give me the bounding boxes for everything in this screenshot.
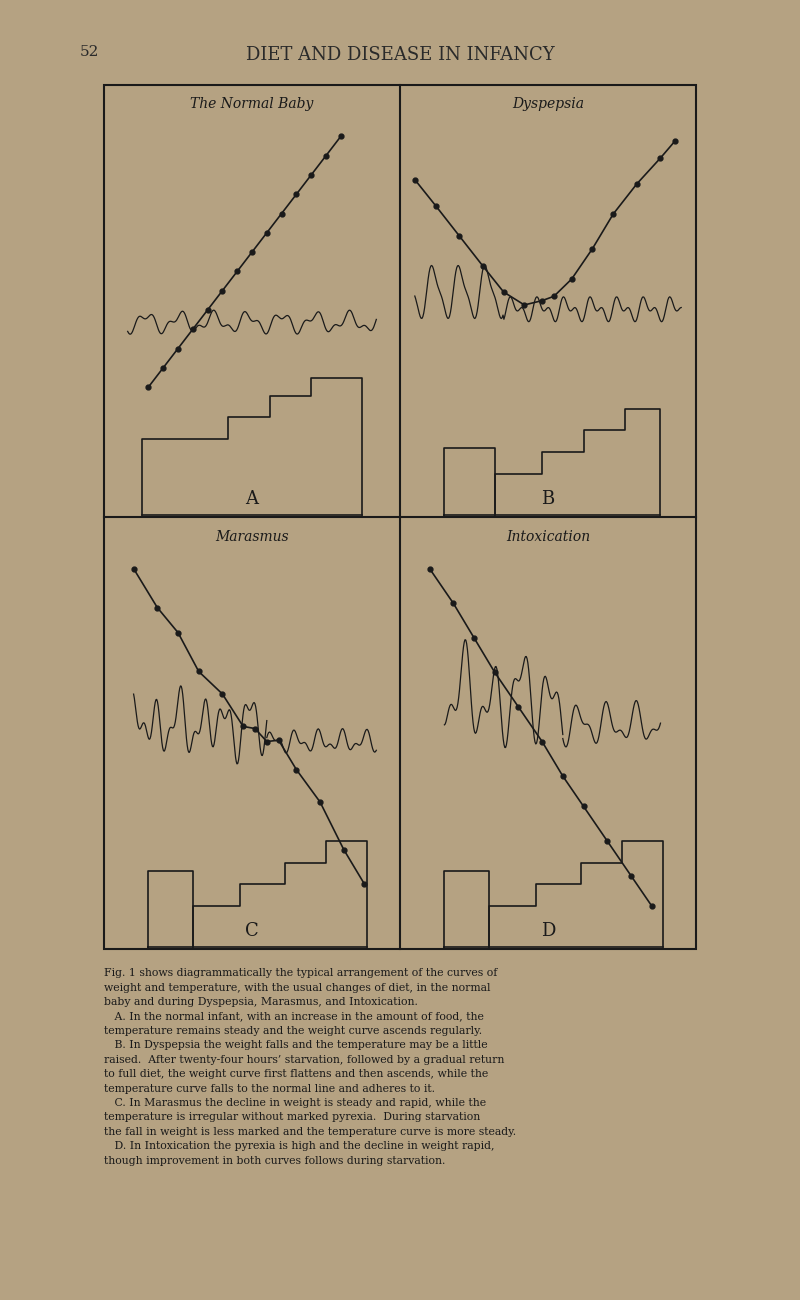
- Text: Intoxication: Intoxication: [506, 529, 590, 543]
- Text: B: B: [542, 490, 554, 508]
- Text: The Normal Baby: The Normal Baby: [190, 98, 314, 112]
- Text: 52: 52: [80, 46, 99, 60]
- Text: DIET AND DISEASE IN INFANCY: DIET AND DISEASE IN INFANCY: [246, 46, 554, 64]
- Text: D: D: [541, 923, 555, 940]
- Text: Dyspepsia: Dyspepsia: [512, 98, 584, 112]
- Text: Marasmus: Marasmus: [215, 529, 289, 543]
- Text: C: C: [245, 923, 259, 940]
- Text: A: A: [246, 490, 258, 508]
- Text: Fig. 1 shows diagrammatically the typical arrangement of the curves of
weight an: Fig. 1 shows diagrammatically the typica…: [104, 968, 516, 1166]
